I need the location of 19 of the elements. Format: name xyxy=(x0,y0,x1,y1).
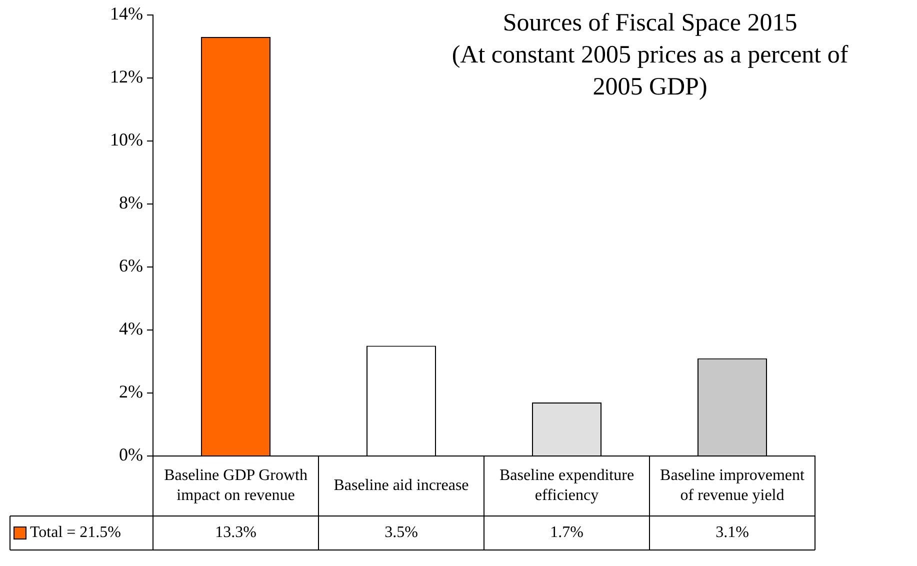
y-tick-label: 0% xyxy=(119,444,143,465)
x-tick-label: Baseline aid increase xyxy=(334,477,469,494)
legend-label: Total = 21.5% xyxy=(30,524,121,542)
y-tick-label: 4% xyxy=(119,318,143,339)
y-tick-label: 12% xyxy=(110,66,143,87)
x-tick-label: Baseline expenditure efficiency xyxy=(499,467,634,504)
data-label: 13.3% xyxy=(215,524,256,542)
y-tick-label: 6% xyxy=(119,256,143,276)
x-tick-label: Baseline GDP Growth impact on revenue xyxy=(164,467,308,504)
data-label: 3.1% xyxy=(716,524,749,542)
y-tick-label: 8% xyxy=(119,192,143,213)
data-label: 3.5% xyxy=(384,524,418,542)
y-tick-label: 10% xyxy=(110,130,143,150)
data-label: 1.7% xyxy=(550,524,584,542)
y-tick-label: 2% xyxy=(119,382,143,402)
chart-title: Sources of Fiscal Space 2015 xyxy=(502,10,798,37)
text: (At constant 2005 prices as a percent of 2005 GDP) xyxy=(452,42,849,101)
y-tick-label: 14% xyxy=(110,4,143,24)
x-tick-label: Baseline improvement of revenue yield xyxy=(660,467,806,504)
